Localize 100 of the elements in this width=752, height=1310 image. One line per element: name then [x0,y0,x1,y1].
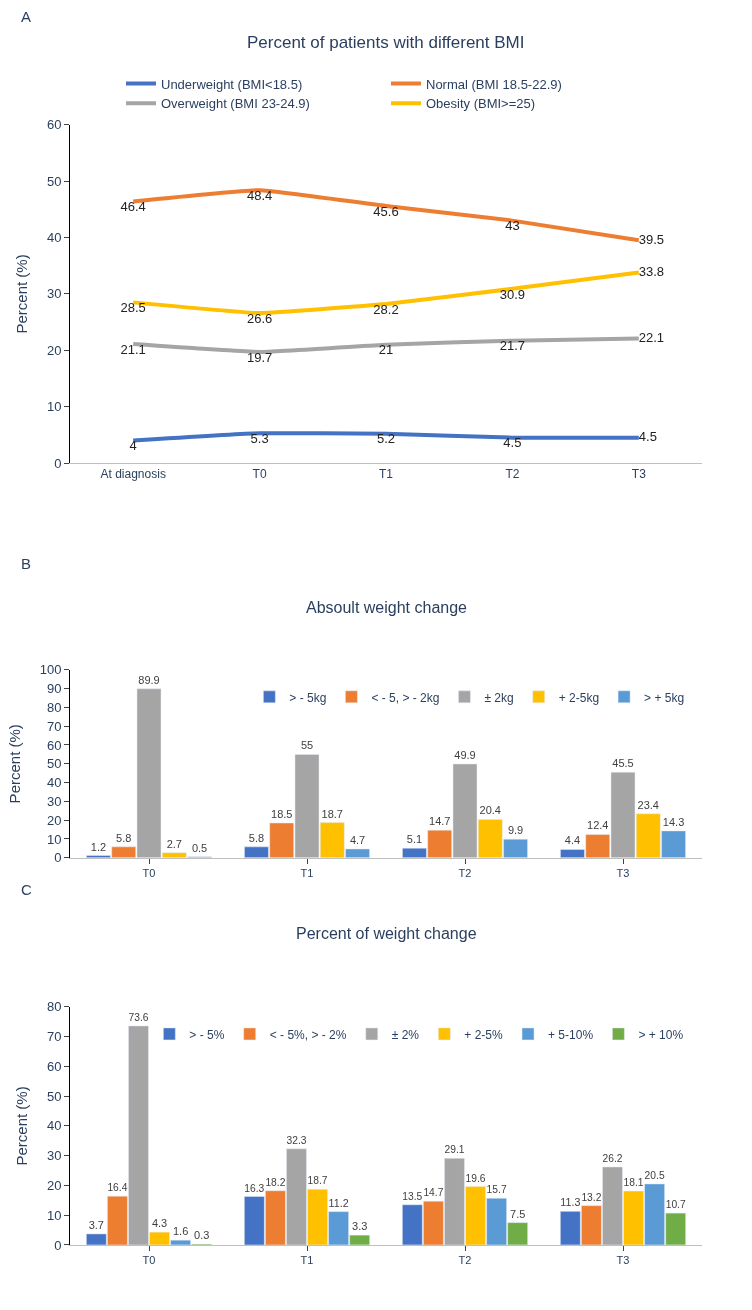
data-label: 22.1 [638,329,665,345]
data-label: 18.5 [271,807,293,820]
data-label: 0.5 [191,841,208,854]
data-label: 5.3 [250,430,269,446]
data-label: 14.3 [662,815,685,828]
data-label: 16.4 [107,1182,128,1194]
text: B [21,555,32,572]
y-axis-title: Percent (%) [13,254,31,334]
y-axis-title: Percent (%) [5,724,23,804]
legend-label: Normal (BMI 18.5-22.9) [426,76,562,92]
legend-label: > + 10% [638,1027,684,1042]
data-label: 3.7 [88,1218,104,1231]
data-label: 49.9 [454,748,476,761]
data-label: 13.2 [581,1191,602,1203]
data-label: 26.2 [602,1153,623,1165]
y-tick-label: 20 [46,812,62,828]
y-axis-title: Percent (%) [13,1086,31,1166]
data-label: 28.5 [120,300,146,316]
data-label: 13.5 [402,1190,423,1202]
data-label: 4.7 [349,833,366,846]
data-label: 4.5 [638,428,657,444]
data-label: 19.6 [465,1172,486,1184]
x-tick-label: T1 [300,1254,314,1267]
y-tick-label: 70 [46,1029,62,1045]
legend-label: Obesity (BMI>=25) [426,96,536,112]
y-tick-label: 10 [46,1207,62,1223]
data-label: 12.4 [587,819,609,832]
data-label: 4.4 [564,834,581,847]
y-tick-label: 50 [46,756,62,772]
data-label: 11.3 [560,1196,581,1209]
data-label: 39.5 [638,231,665,247]
data-label: 5.8 [116,831,132,844]
data-label: 18.2 [265,1176,286,1188]
data-label: 16.3 [244,1182,265,1194]
y-tick-label: 0 [54,455,62,471]
data-label: 73.6 [128,1012,149,1024]
data-label: 14.7 [423,1187,444,1199]
legend-label: ± 2kg [484,690,514,705]
y-tick-label: 10 [46,399,62,415]
data-label: 26.6 [246,310,273,326]
y-tick-label: 40 [46,775,62,791]
legend-label: < - 5, > - 2kg [371,690,440,705]
y-tick-label: 50 [46,173,62,189]
x-tick-label: T0 [252,467,267,482]
y-tick-label: 60 [46,737,62,753]
data-label: 2.7 [166,837,182,850]
text: A [21,8,32,25]
data-label: 28.2 [373,301,399,317]
data-label: 20.4 [479,804,501,817]
data-label: 48.4 [246,187,273,203]
x-tick-label: T0 [142,1254,156,1267]
data-label: 29.1 [444,1144,465,1156]
x-tick-label: T2 [458,866,472,879]
legend-label: + 2-5% [464,1027,504,1042]
text: C [21,881,32,898]
data-label: 43 [505,218,520,234]
x-tick-label: T3 [616,1254,630,1267]
x-tick-label: T3 [631,467,647,482]
data-label: 45.5 [612,757,634,770]
data-label: 10.7 [665,1199,686,1211]
legend-label: + 2-5kg [558,690,600,705]
data-label: 1.2 [90,840,107,853]
x-tick-label: T1 [378,467,394,482]
data-label: 21 [378,342,394,358]
data-label: 4.3 [151,1217,168,1230]
data-label: 33.8 [638,263,665,279]
y-tick-label: 20 [46,1177,62,1193]
y-tick-label: 80 [46,999,62,1015]
data-label: 15.7 [486,1184,507,1196]
legend-label: ± 2% [391,1027,420,1042]
legend-label: > + 5kg [644,690,685,705]
data-label: 21.7 [499,338,526,354]
data-label: 4.5 [503,435,522,451]
y-tick-label: 90 [46,681,62,697]
data-label: 3.3 [352,1220,368,1233]
y-tick-label: 40 [46,230,62,246]
y-tick-label: 10 [46,831,62,847]
y-tick-label: 60 [46,1058,62,1074]
chart-title: Percent of weight change [296,925,477,942]
data-label: 20.5 [644,1170,665,1182]
data-label: 1.6 [172,1225,189,1238]
legend-label: > - 5kg [289,690,327,705]
data-label: 89.9 [138,673,160,686]
data-label: 5.1 [406,833,423,846]
data-label: 18.7 [321,807,343,820]
data-label: 46.4 [120,199,146,215]
x-tick-label: T2 [458,1254,472,1267]
chart-title: Absoult weight change [306,599,468,616]
data-label: 18.1 [623,1177,644,1189]
data-label: 19.7 [246,349,273,365]
data-label: 9.9 [507,824,524,837]
data-label: 11.2 [328,1196,349,1209]
y-tick-label: 30 [46,1148,62,1164]
y-tick-label: 30 [46,793,62,809]
x-tick-label: T0 [142,866,156,879]
data-label: 5.2 [376,431,396,447]
y-tick-label: 20 [46,342,62,358]
y-tick-label: 100 [39,662,62,678]
data-label: 4 [129,438,137,454]
data-label: 32.3 [286,1134,307,1146]
